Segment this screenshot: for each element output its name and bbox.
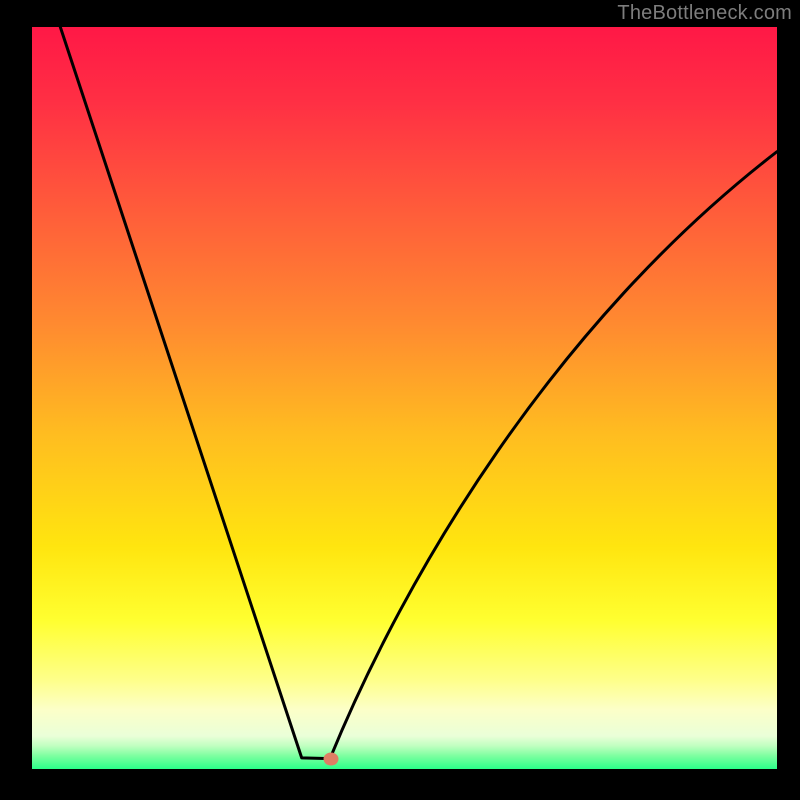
bottleneck-curve [32,27,777,769]
optimal-point-marker [324,753,339,766]
chart-plot-area [32,27,777,769]
watermark-text: TheBottleneck.com [617,2,792,25]
gradient-bottom-band [32,736,777,769]
